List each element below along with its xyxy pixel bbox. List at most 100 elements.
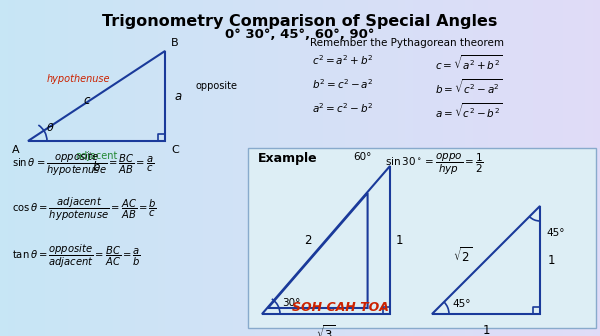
Bar: [30, 0, 38, 336]
Bar: [187, 0, 196, 336]
Bar: [398, 0, 406, 336]
Bar: [248, 148, 596, 328]
Bar: [15, 0, 23, 336]
Text: 60°: 60°: [353, 152, 372, 162]
Text: hypothenuse: hypothenuse: [47, 74, 110, 84]
Bar: [503, 0, 511, 336]
Text: c: c: [83, 93, 90, 107]
Bar: [83, 0, 91, 336]
Bar: [487, 0, 496, 336]
Bar: [540, 0, 548, 336]
Bar: [45, 0, 53, 336]
Bar: [570, 0, 578, 336]
Bar: [480, 0, 488, 336]
Bar: [165, 0, 173, 336]
Bar: [135, 0, 143, 336]
Bar: [263, 0, 271, 336]
Bar: [7, 0, 16, 336]
Bar: [585, 0, 593, 336]
Text: 2: 2: [305, 234, 312, 247]
Bar: [105, 0, 113, 336]
Bar: [53, 0, 61, 336]
Bar: [517, 0, 526, 336]
Bar: [75, 0, 83, 336]
Text: 45°: 45°: [452, 299, 470, 309]
Bar: [435, 0, 443, 336]
Bar: [353, 0, 361, 336]
Bar: [450, 0, 458, 336]
Bar: [0, 0, 8, 336]
Bar: [390, 0, 398, 336]
Bar: [225, 0, 233, 336]
Text: adjacent: adjacent: [76, 151, 118, 161]
Text: 1: 1: [482, 324, 490, 336]
Text: $\sqrt{3}$: $\sqrt{3}$: [316, 324, 335, 336]
Bar: [323, 0, 331, 336]
Bar: [337, 0, 346, 336]
Bar: [427, 0, 436, 336]
Bar: [345, 0, 353, 336]
Bar: [150, 0, 158, 336]
Bar: [375, 0, 383, 336]
Bar: [525, 0, 533, 336]
Bar: [37, 0, 46, 336]
Bar: [128, 0, 136, 336]
Bar: [458, 0, 466, 336]
Bar: [195, 0, 203, 336]
Text: $\sin 30^\circ = \dfrac{oppo}{hyp} = \dfrac{1}{2}$: $\sin 30^\circ = \dfrac{oppo}{hyp} = \df…: [385, 152, 484, 177]
Bar: [23, 0, 31, 336]
Bar: [180, 0, 188, 336]
Bar: [593, 0, 600, 336]
Bar: [300, 0, 308, 336]
Text: 0° 30°, 45°, 60°, 90°: 0° 30°, 45°, 60°, 90°: [226, 28, 374, 41]
Bar: [210, 0, 218, 336]
Bar: [157, 0, 166, 336]
Text: $\sin\theta = \dfrac{opposite}{hypotenuse} = \dfrac{BC}{AB} = \dfrac{a}{c}$: $\sin\theta = \dfrac{opposite}{hypotenus…: [12, 151, 154, 178]
Bar: [248, 0, 256, 336]
Bar: [367, 0, 376, 336]
Text: $b = \sqrt{c^2 - a^2}$: $b = \sqrt{c^2 - a^2}$: [435, 77, 502, 96]
Bar: [218, 0, 226, 336]
Text: $\tan\theta = \dfrac{opposite}{adjacent} = \dfrac{BC}{AC} = \dfrac{a}{b}$: $\tan\theta = \dfrac{opposite}{adjacent}…: [12, 243, 141, 270]
Text: $a^2 = c^2 - b^2$: $a^2 = c^2 - b^2$: [312, 101, 374, 115]
Text: opposite: opposite: [195, 81, 237, 91]
Bar: [330, 0, 338, 336]
Bar: [277, 0, 286, 336]
Bar: [383, 0, 391, 336]
Bar: [97, 0, 106, 336]
Text: $c = \sqrt{a^2 + b^2}$: $c = \sqrt{a^2 + b^2}$: [435, 53, 502, 72]
Text: $b^2 = c^2 - a^2$: $b^2 = c^2 - a^2$: [312, 77, 374, 91]
Text: B: B: [171, 38, 179, 48]
Text: 1: 1: [396, 234, 404, 247]
Bar: [143, 0, 151, 336]
Text: 45°: 45°: [546, 228, 565, 238]
Text: Remember the Pythagorean theorem: Remember the Pythagorean theorem: [310, 38, 504, 48]
Text: $a = \sqrt{c^2 - b^2}$: $a = \sqrt{c^2 - b^2}$: [435, 101, 502, 120]
Text: Example: Example: [258, 152, 317, 165]
Text: 30°: 30°: [282, 298, 301, 308]
Text: $c^2 = a^2 + b^2$: $c^2 = a^2 + b^2$: [312, 53, 374, 67]
Text: $\theta$: $\theta$: [46, 121, 54, 133]
Bar: [420, 0, 428, 336]
Text: Trigonometry Comparison of Special Angles: Trigonometry Comparison of Special Angle…: [103, 14, 497, 29]
Bar: [90, 0, 98, 336]
Text: $\sqrt{2}$: $\sqrt{2}$: [453, 247, 472, 265]
Bar: [495, 0, 503, 336]
Bar: [113, 0, 121, 336]
Bar: [120, 0, 128, 336]
Bar: [413, 0, 421, 336]
Bar: [67, 0, 76, 336]
Bar: [465, 0, 473, 336]
Text: A: A: [13, 145, 20, 155]
Text: a: a: [175, 89, 182, 102]
Bar: [255, 0, 263, 336]
Bar: [240, 0, 248, 336]
Bar: [293, 0, 301, 336]
Bar: [270, 0, 278, 336]
Bar: [577, 0, 586, 336]
Bar: [315, 0, 323, 336]
Bar: [360, 0, 368, 336]
Bar: [203, 0, 211, 336]
Bar: [308, 0, 316, 336]
Bar: [548, 0, 556, 336]
